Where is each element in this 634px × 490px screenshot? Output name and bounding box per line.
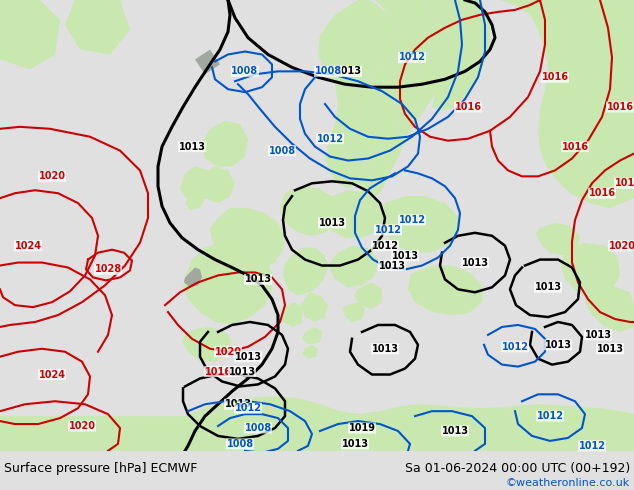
Polygon shape [0, 408, 634, 451]
Polygon shape [328, 245, 378, 287]
Text: 1013: 1013 [441, 426, 469, 436]
Text: Surface pressure [hPa] ECMWF: Surface pressure [hPa] ECMWF [4, 462, 197, 475]
Text: 1012: 1012 [375, 225, 401, 235]
Text: 1013: 1013 [235, 352, 261, 362]
Text: ©weatheronline.co.uk: ©weatheronline.co.uk [506, 478, 630, 488]
Text: 1013: 1013 [224, 399, 252, 409]
Polygon shape [536, 223, 580, 256]
Text: 1008: 1008 [268, 146, 295, 156]
Text: 1012: 1012 [316, 134, 344, 144]
Polygon shape [355, 0, 435, 198]
Text: 1008: 1008 [231, 66, 259, 76]
Text: 1016: 1016 [562, 142, 588, 151]
Polygon shape [343, 302, 365, 322]
Polygon shape [195, 49, 220, 74]
Text: 1012: 1012 [399, 215, 425, 225]
Text: 1008: 1008 [226, 439, 254, 449]
Polygon shape [185, 396, 634, 416]
Text: 1016: 1016 [607, 102, 633, 112]
Text: 1008: 1008 [245, 423, 271, 433]
Polygon shape [585, 285, 634, 332]
Text: 1013: 1013 [342, 439, 368, 449]
Text: 1020: 1020 [68, 421, 96, 431]
Polygon shape [283, 247, 328, 295]
Polygon shape [354, 282, 382, 309]
Polygon shape [318, 0, 400, 188]
Polygon shape [185, 186, 205, 210]
Polygon shape [210, 208, 285, 270]
Polygon shape [388, 0, 490, 178]
Polygon shape [200, 167, 235, 203]
Text: 1016: 1016 [588, 188, 616, 198]
Text: 1012: 1012 [501, 342, 529, 352]
Text: 1012: 1012 [578, 441, 605, 451]
Polygon shape [408, 266, 482, 315]
Polygon shape [184, 268, 202, 287]
Text: 1019: 1019 [349, 423, 375, 433]
Text: 1013: 1013 [228, 367, 256, 376]
Text: 1020: 1020 [609, 241, 634, 251]
Text: 1013: 1013 [545, 340, 571, 350]
Text: 1013: 1013 [372, 344, 399, 354]
Text: 1013: 1013 [318, 218, 346, 228]
Polygon shape [182, 327, 232, 362]
Text: 1013: 1013 [597, 344, 623, 354]
Text: 1013: 1013 [585, 330, 612, 340]
Text: 1016: 1016 [205, 367, 231, 376]
Polygon shape [183, 243, 272, 325]
Text: 1013: 1013 [534, 282, 562, 293]
Text: 1012: 1012 [235, 403, 261, 413]
Text: 1024: 1024 [15, 241, 41, 251]
Text: 1016: 1016 [541, 73, 569, 82]
Text: 1013: 1013 [392, 250, 418, 261]
Polygon shape [65, 0, 130, 54]
Text: 1020: 1020 [39, 172, 65, 181]
Text: 1016: 1016 [614, 178, 634, 188]
Polygon shape [302, 327, 322, 345]
Polygon shape [180, 167, 214, 203]
Text: 1013: 1013 [462, 258, 489, 268]
Text: 1024: 1024 [39, 369, 65, 380]
Text: 1012: 1012 [399, 52, 425, 62]
Polygon shape [432, 20, 490, 111]
Text: 1016: 1016 [455, 102, 481, 112]
Polygon shape [382, 196, 458, 253]
Text: 1013: 1013 [378, 261, 406, 270]
Text: 1013: 1013 [179, 142, 205, 151]
Polygon shape [281, 302, 302, 327]
Polygon shape [560, 243, 620, 295]
Polygon shape [300, 292, 328, 322]
Text: 1012: 1012 [372, 241, 399, 251]
Polygon shape [202, 121, 248, 167]
Polygon shape [280, 186, 340, 236]
Text: Sa 01-06-2024 00:00 UTC (00+192): Sa 01-06-2024 00:00 UTC (00+192) [404, 462, 630, 475]
Text: 1008: 1008 [314, 66, 342, 76]
Text: 1028: 1028 [94, 265, 122, 274]
Text: 1013: 1013 [335, 66, 361, 76]
Polygon shape [322, 190, 385, 238]
Text: 1020: 1020 [214, 347, 242, 357]
Polygon shape [490, 0, 634, 208]
Polygon shape [302, 345, 318, 359]
Polygon shape [455, 297, 472, 315]
Text: 1012: 1012 [536, 411, 564, 421]
Text: 1013: 1013 [245, 274, 271, 284]
Polygon shape [0, 0, 60, 70]
